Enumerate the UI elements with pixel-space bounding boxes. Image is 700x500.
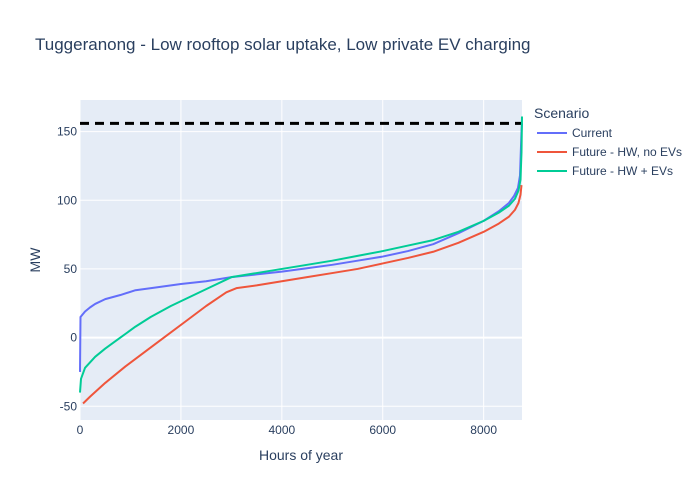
legend-label: Future - HW + EVs bbox=[572, 164, 673, 178]
grid bbox=[79, 100, 522, 420]
y-tick-label: 100 bbox=[57, 193, 77, 207]
x-axis-label: Hours of year bbox=[259, 447, 343, 463]
legend: Scenario Current Future - HW, no EVs Futur… bbox=[534, 105, 682, 178]
legend-item-3[interactable]: Future - HW + EVs bbox=[537, 164, 673, 178]
chart-title: Tuggeranong - Low rooftop solar uptake, … bbox=[35, 35, 531, 54]
y-tick-label: 50 bbox=[64, 262, 78, 276]
y-tick-label: 0 bbox=[70, 331, 77, 345]
x-axis: 0 2000 4000 6000 8000 bbox=[77, 423, 498, 437]
y-tick-label: -50 bbox=[60, 399, 78, 413]
legend-item-2[interactable]: Future - HW, no EVs bbox=[537, 145, 682, 159]
series-line-1 bbox=[79, 123, 523, 372]
y-axis: -50 0 50 100 150 bbox=[57, 125, 77, 414]
x-tick-label: 6000 bbox=[369, 423, 396, 437]
legend-item-1[interactable]: Current bbox=[537, 126, 613, 140]
series-line-2 bbox=[82, 185, 523, 405]
y-axis-label: MW bbox=[27, 247, 43, 273]
x-tick-label: 0 bbox=[77, 423, 84, 437]
plot-area bbox=[80, 100, 522, 420]
legend-label: Future - HW, no EVs bbox=[572, 145, 682, 159]
x-tick-label: 2000 bbox=[168, 423, 195, 437]
x-tick-label: 8000 bbox=[470, 423, 497, 437]
legend-title: Scenario bbox=[534, 105, 589, 121]
series-line-3 bbox=[79, 116, 523, 393]
y-tick-label: 150 bbox=[57, 125, 77, 139]
x-tick-label: 4000 bbox=[268, 423, 295, 437]
legend-label: Current bbox=[572, 126, 613, 140]
series-group bbox=[79, 116, 523, 405]
